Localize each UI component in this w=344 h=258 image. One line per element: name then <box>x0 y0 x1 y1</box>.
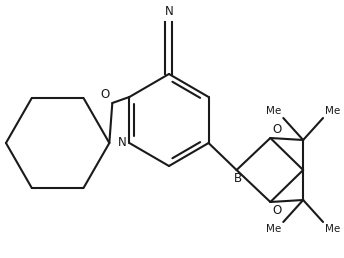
Text: O: O <box>272 204 282 217</box>
Text: O: O <box>100 88 109 101</box>
Text: N: N <box>164 5 173 18</box>
Text: Me: Me <box>325 224 340 234</box>
Text: Me: Me <box>266 106 281 116</box>
Text: Me: Me <box>266 224 281 234</box>
Text: O: O <box>272 123 282 136</box>
Text: N: N <box>118 136 126 149</box>
Text: B: B <box>234 172 241 185</box>
Text: Me: Me <box>325 106 340 116</box>
